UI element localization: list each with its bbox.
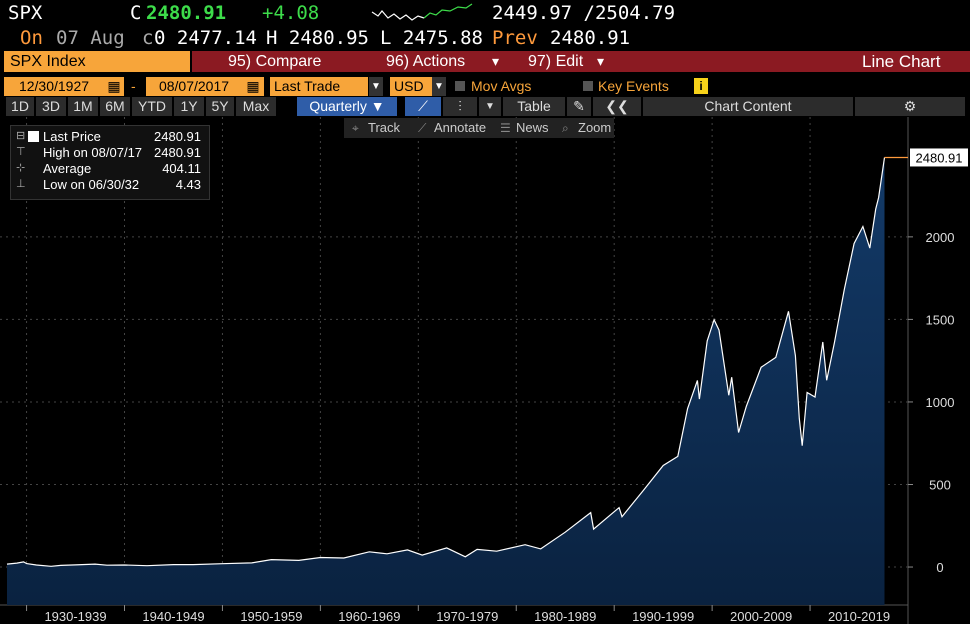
- period-button[interactable]: 1D: [6, 97, 34, 116]
- x-tick-label: 1990-1999: [632, 609, 694, 624]
- quote-date: 07 Aug: [56, 27, 125, 49]
- period-button[interactable]: 1Y: [174, 97, 204, 116]
- legend-swatch: [28, 131, 39, 142]
- y-tick-label: 2000: [926, 230, 955, 245]
- calendar-icon[interactable]: ▦: [104, 77, 124, 96]
- flag: C: [130, 2, 142, 24]
- settings-button[interactable]: ⚙: [855, 97, 965, 116]
- x-tick-label: 1960-1969: [338, 609, 400, 624]
- sparkline: [371, 3, 473, 21]
- price-line: [6, 157, 886, 567]
- collapse-button[interactable]: ❮❮: [593, 97, 641, 116]
- dropdown-arrow[interactable]: ▼: [369, 77, 383, 96]
- x-tick-label: 1930-1939: [44, 609, 106, 624]
- compare-button[interactable]: 95) Compare: [228, 53, 322, 70]
- period-button[interactable]: 6M: [100, 97, 130, 116]
- legend-symbol: ⊥: [16, 178, 26, 190]
- tool-button[interactable]: News: [516, 120, 549, 135]
- start-date[interactable]: 12/30/1927: [4, 77, 104, 96]
- currency-select[interactable]: USD: [390, 77, 432, 96]
- y-tick-label: 0: [936, 560, 943, 575]
- period-button[interactable]: 3D: [36, 97, 66, 116]
- legend-value: 2480.91: [154, 129, 201, 144]
- checkbox[interactable]: [583, 81, 593, 91]
- legend-symbol: ⊤: [16, 146, 26, 158]
- legend-label: Low on 06/30/32: [43, 177, 140, 192]
- prev: 2480.91: [550, 27, 631, 49]
- prev-label: Prev: [492, 27, 538, 49]
- y-tick-label: 500: [929, 477, 951, 492]
- ticker: SPX: [8, 2, 43, 24]
- price-area: [7, 157, 885, 605]
- tool-button[interactable]: Annotate: [434, 120, 487, 135]
- legend-box: [10, 125, 210, 200]
- chart-type: Line Chart: [862, 52, 941, 71]
- edit-button[interactable]: 97) Edit: [528, 53, 584, 70]
- period-button[interactable]: YTD: [132, 97, 172, 116]
- legend-label: Last Price: [43, 129, 101, 144]
- dropdown-arrow: ▾: [492, 53, 500, 69]
- y-tick-label: 1500: [926, 312, 955, 327]
- y-tick-label: 1000: [926, 395, 955, 410]
- tool-button[interactable]: Track: [368, 120, 401, 135]
- edit-icon[interactable]: ✎: [567, 97, 591, 116]
- bar-icon[interactable]: ⫶: [443, 97, 477, 116]
- legend-value: 4.43: [175, 177, 201, 192]
- x-tick-label: 1970-1979: [436, 609, 498, 624]
- date-dash: -: [131, 78, 136, 94]
- low: L 2475.88: [380, 27, 483, 49]
- x-tick-label: 1950-1959: [240, 609, 302, 624]
- dropdown-arrow[interactable]: ▼: [479, 97, 501, 116]
- frequency-select[interactable]: Quarterly ▼: [297, 97, 397, 116]
- x-tick-label: 2010-2019: [828, 609, 890, 624]
- dropdown-arrow[interactable]: ▼: [432, 77, 446, 96]
- change: +4.08: [262, 2, 320, 24]
- x-tick-label: 1980-1989: [534, 609, 596, 624]
- actions-button[interactable]: 96) Actions: [386, 53, 466, 70]
- end-date[interactable]: 08/07/2017: [146, 77, 242, 96]
- last-price-tag: [910, 148, 968, 167]
- high: H 2480.95: [266, 27, 369, 49]
- chart-content-button[interactable]: Chart Content: [643, 97, 853, 116]
- on-label: On: [20, 27, 43, 49]
- legend-label: Average: [43, 161, 92, 176]
- security-field[interactable]: SPX Index: [4, 51, 190, 72]
- chart-tools: [344, 118, 614, 138]
- tool-icon: ⌕: [562, 121, 569, 135]
- table-button[interactable]: Table: [503, 97, 565, 116]
- c-marker: c: [142, 27, 154, 49]
- day-range: 2449.97 /2504.79: [492, 2, 676, 24]
- legend-symbol: ⊟: [16, 130, 26, 142]
- period-button[interactable]: Max: [236, 97, 276, 116]
- legend-symbol: ⊹: [16, 162, 26, 174]
- last-price-label: 2480.91: [916, 150, 963, 165]
- info-icon[interactable]: i: [694, 78, 708, 94]
- tool-icon: ⌖: [352, 121, 359, 135]
- field-select[interactable]: Last Trade: [270, 77, 368, 96]
- checkbox[interactable]: [455, 81, 465, 91]
- legend-value: 404.11: [162, 161, 201, 176]
- period-button[interactable]: 5Y: [206, 97, 234, 116]
- legend-value: 2480.91: [154, 145, 201, 160]
- dropdown-arrow: ▾: [597, 53, 605, 69]
- menu-bar: [192, 51, 970, 72]
- x-tick-label: 1940-1949: [142, 609, 204, 624]
- legend-label: High on 08/07/17: [43, 145, 143, 160]
- calendar-icon[interactable]: ▦: [242, 77, 264, 96]
- open: 0 2477.14: [154, 27, 257, 49]
- price: 2480.91: [146, 2, 227, 24]
- tool-icon: ☰: [500, 121, 511, 135]
- tool-icon: ⟋: [418, 121, 427, 135]
- key-events[interactable]: Key Events: [598, 78, 669, 94]
- line-icon[interactable]: ⟋: [405, 97, 441, 116]
- x-tick-label: 2000-2009: [730, 609, 792, 624]
- tool-button[interactable]: Zoom: [578, 120, 612, 135]
- mov-avgs[interactable]: Mov Avgs: [471, 78, 532, 94]
- period-button[interactable]: 1M: [68, 97, 98, 116]
